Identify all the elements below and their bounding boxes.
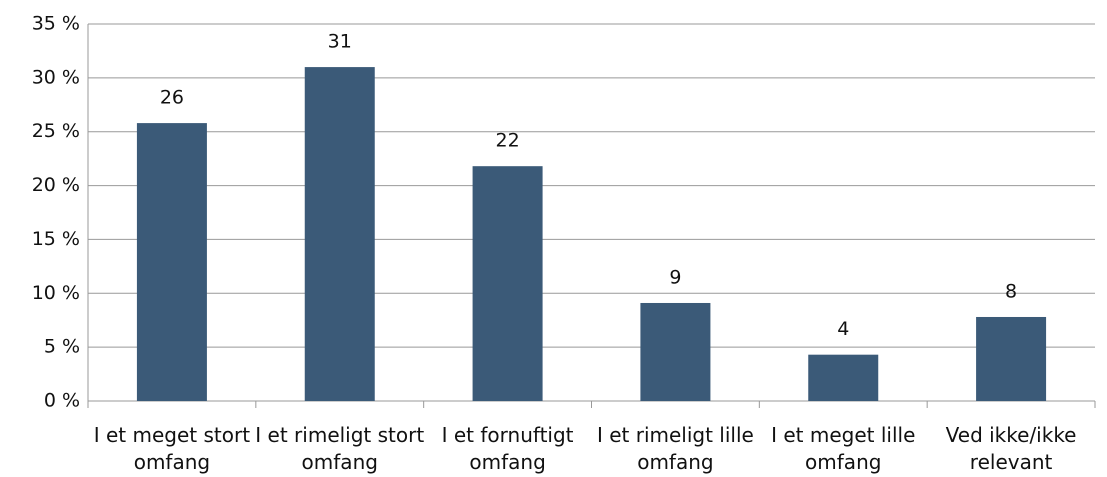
bar — [136, 123, 207, 402]
y-tick-label: 20 % — [32, 174, 80, 196]
y-tick-label: 0 % — [44, 390, 80, 412]
data-label: 22 — [495, 130, 519, 152]
x-tick-label: I et rimeligt stort omfang — [255, 423, 425, 474]
y-tick-label: 30 % — [32, 66, 80, 88]
data-label: 4 — [837, 318, 849, 340]
bar — [808, 354, 879, 401]
y-tick-label: 10 % — [32, 282, 80, 304]
x-tick-label: Ved ikke/ikke relevant — [945, 423, 1077, 474]
y-tick-label: 5 % — [44, 336, 80, 358]
data-label: 8 — [1005, 280, 1017, 302]
x-tick-label: I et rimeligt lille omfang — [596, 423, 754, 474]
data-label: 31 — [328, 31, 352, 53]
bar — [640, 302, 711, 401]
data-label: 26 — [160, 87, 184, 109]
y-tick-label: 25 % — [32, 120, 80, 142]
data-label: 9 — [669, 266, 681, 288]
bar — [472, 166, 543, 401]
y-tick-label: 15 % — [32, 228, 80, 250]
y-tick-label: 35 % — [32, 13, 80, 35]
x-tick-label: I et meget lille omfang — [771, 423, 916, 474]
bar — [304, 67, 375, 401]
x-tick-label: I et fornuftigt omfang — [441, 423, 574, 474]
bar — [976, 316, 1047, 401]
x-tick-label: I et meget stort omfang — [93, 423, 251, 474]
